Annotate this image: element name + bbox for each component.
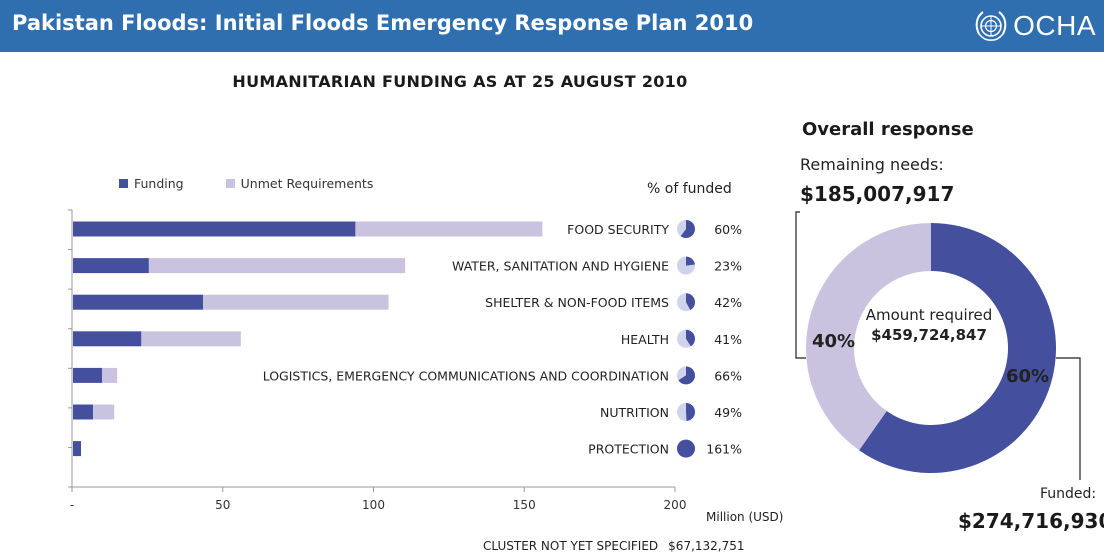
cluster-note-label: CLUSTER NOT YET SPECIFIED <box>483 539 659 553</box>
category-label: HEALTH <box>621 332 669 347</box>
overall-response-title: Overall response <box>802 119 974 140</box>
percent-funded-header: % of funded <box>647 181 732 197</box>
remaining-leader-line <box>795 211 806 359</box>
percent-funded-label: 23% <box>714 259 742 274</box>
percent-funded-label: 66% <box>714 368 742 383</box>
mini-pie-funded <box>686 256 695 266</box>
bar-unmet <box>93 404 115 420</box>
category-label: PROTECTION <box>588 442 669 457</box>
x-tick-label: 50 <box>215 498 230 512</box>
main-title: HUMANITARIAN FUNDING AS AT 25 AUGUST 201… <box>232 72 688 91</box>
category-label: SHELTER & NON-FOOD ITEMS <box>485 295 669 310</box>
legend-label-funding: Funding <box>134 176 184 191</box>
percent-funded-label: 41% <box>714 332 742 347</box>
header-banner: Pakistan Floods: Initial Floods Emergenc… <box>0 0 1104 52</box>
category-label: FOOD SECURITY <box>567 222 669 237</box>
mini-pie-funded <box>686 403 696 421</box>
bar-funding <box>73 441 82 457</box>
category-label: WATER, SANITATION AND HYGIENE <box>452 259 669 274</box>
bar-funding <box>73 331 142 347</box>
mini-pie-funded <box>680 220 695 238</box>
percent-funded-label: 60% <box>714 222 742 237</box>
category-label: NUTRITION <box>600 405 669 420</box>
funded-value: $274,716,930 <box>958 509 1104 533</box>
un-emblem-icon <box>975 11 1007 41</box>
mini-pie-funded <box>678 366 696 385</box>
x-tick-label: - <box>70 498 74 512</box>
bar-unmet <box>148 258 406 274</box>
cluster-not-specified-note: CLUSTER NOT YET SPECIFIED $67,132,751 <box>483 539 745 553</box>
mini-pie-funded <box>686 293 695 311</box>
percent-funded-label: 161% <box>706 442 742 457</box>
bar-unmet <box>102 367 118 383</box>
donut-chart <box>795 211 1081 480</box>
funded-percent-label: 60% <box>1006 366 1050 387</box>
amount-required-value: $459,724,847 <box>871 326 987 344</box>
bar-funding <box>73 258 149 274</box>
bar-funding <box>73 367 103 383</box>
bar-unmet <box>141 331 241 347</box>
x-axis-unit-label: Million (USD) <box>706 510 784 524</box>
percent-funded-label: 42% <box>714 295 742 310</box>
percent-funded-label: 49% <box>714 405 742 420</box>
bar-funding <box>73 404 94 420</box>
bar-funding <box>73 294 204 310</box>
legend-swatch-unmet <box>225 179 235 188</box>
ocha-logo: OCHA <box>973 7 1096 45</box>
donut-center-label: Amount required $459,724,847 <box>856 305 1002 345</box>
x-tick-label: 100 <box>362 498 385 512</box>
bar-unmet <box>203 294 389 310</box>
legend-item-unmet: Unmet Requirements <box>225 176 374 191</box>
bar-unmet <box>355 221 543 237</box>
bar-funding <box>73 221 356 237</box>
logo-text: OCHA <box>1013 10 1096 41</box>
funded-label: Funded: <box>1040 486 1097 502</box>
mini-pie-funded <box>677 439 695 458</box>
chart-legend: Funding Unmet Requirements <box>119 176 415 191</box>
mini-pie-funded <box>686 329 696 347</box>
legend-swatch-funding <box>119 179 128 188</box>
category-label: LOGISTICS, EMERGENCY COMMUNICATIONS AND … <box>263 368 669 383</box>
header-title: Pakistan Floods: Initial Floods Emergenc… <box>12 11 754 35</box>
remaining-needs-label: Remaining needs: <box>800 155 944 174</box>
remaining-percent-label: 40% <box>812 331 856 352</box>
amount-required-label: Amount required <box>865 306 993 324</box>
legend-item-funding: Funding <box>119 176 184 191</box>
legend-label-unmet: Unmet Requirements <box>240 176 374 191</box>
cluster-note-value: $67,132,751 <box>668 539 745 553</box>
donut-slice-funded <box>859 223 1056 473</box>
bar-chart: - 50 100 150 200 FOOD SECURITY 60% WATER, SANIT… <box>68 209 742 512</box>
remaining-needs-value: $185,007,917 <box>800 182 955 206</box>
x-tick-label: 150 <box>513 498 536 512</box>
x-tick-label: 200 <box>664 498 687 512</box>
donut-slice-remaining <box>806 223 931 451</box>
funded-leader-line <box>1056 357 1081 480</box>
